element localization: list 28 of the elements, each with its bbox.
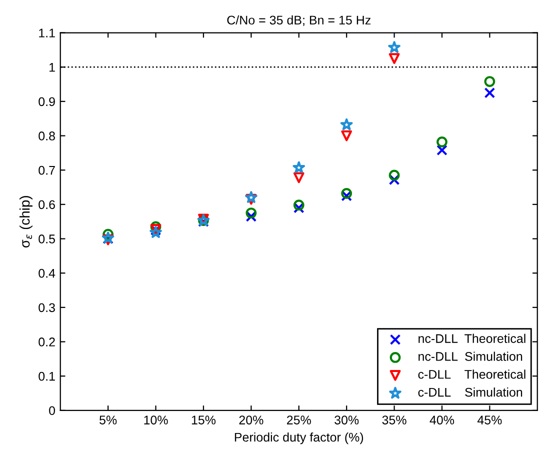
- y-tick-label: 1: [50, 63, 55, 72]
- x-tick-label: 20%: [239, 416, 264, 424]
- legend-label: nc-DLL Theoretical: [418, 334, 526, 343]
- y-tick-label: 0.5: [38, 234, 55, 244]
- x-tick-label: 35%: [382, 416, 406, 424]
- y-tick-label: 0.7: [38, 166, 55, 175]
- x-tick-label: 45%: [477, 416, 502, 424]
- y-tick-label: 0: [49, 406, 56, 416]
- y-tick-label: 0.4: [38, 268, 56, 278]
- y-tick-label: 0.8: [38, 132, 55, 140]
- y-tick-label: 1.1: [39, 28, 55, 38]
- legend-label: c-DLL Simulation: [418, 388, 522, 397]
- y-tick-label: 0.6: [38, 200, 55, 210]
- x-tick-label: 5%: [100, 416, 117, 424]
- x-tick-label: 40%: [430, 416, 454, 424]
- y-axis-title: σ$_{ε}$ (chip): [20, 196, 32, 248]
- legend-label: c-DLL Theoretical: [418, 370, 526, 379]
- y-tick-label: 0.2: [38, 338, 55, 346]
- y-tick-label: 0.1: [38, 372, 55, 381]
- y-tick-label: 0.9: [38, 97, 55, 106]
- x-tick-label: 10%: [144, 416, 168, 424]
- x-axis-title: Periodic duty factor (%): [234, 432, 364, 444]
- legend-label: nc-DLL Simulation: [418, 352, 522, 361]
- x-tick-label: 15%: [192, 416, 216, 424]
- x-tick-label: 25%: [286, 416, 311, 424]
- chart-title: C/No = 35 dB; Bn = 15 Hz: [227, 15, 371, 26]
- x-tick-label: 30%: [334, 416, 359, 424]
- y-tick-label: 0.3: [38, 303, 55, 312]
